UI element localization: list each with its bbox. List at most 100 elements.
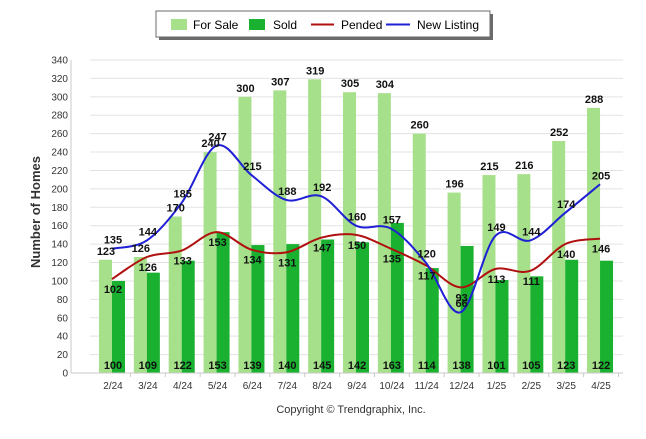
label-for-sale: 123: [97, 246, 115, 258]
y-tick-label: 300: [51, 92, 68, 103]
bar-sold: [495, 280, 509, 373]
label-for-sale: 240: [201, 138, 219, 150]
x-tick-label: 7/24: [278, 381, 298, 392]
label-new-listing: 192: [313, 182, 331, 194]
bar-for-sale: [517, 174, 531, 373]
label-new-listing: 135: [104, 235, 122, 247]
label-new-listing: 174: [557, 199, 576, 211]
copyright-footer: Copyright © Trendgraphix, Inc.: [276, 404, 425, 416]
label-pended: 113: [488, 274, 506, 286]
label-pended: 111: [523, 276, 540, 288]
x-tick-label: 1/25: [487, 381, 507, 392]
legend-label-for-sale: For Sale: [193, 18, 239, 32]
y-tick-label: 60: [57, 313, 69, 324]
label-for-sale: 252: [550, 127, 568, 139]
x-tick-label: 3/25: [556, 381, 576, 392]
label-sold: 100: [104, 360, 122, 372]
bar-for-sale: [447, 192, 461, 373]
label-for-sale: 300: [236, 83, 254, 95]
label-pended: 135: [383, 254, 401, 266]
data-labels: 123 100 102 135 126 109 126 144 170 122 133 185 240 1…: [97, 65, 610, 372]
label-pended: 131: [278, 257, 296, 269]
y-tick-label: 100: [51, 276, 68, 287]
x-tick-label: 8/24: [312, 381, 332, 392]
y-tick-label: 260: [51, 129, 68, 140]
label-pended: 147: [313, 243, 331, 255]
x-tick-label: 9/24: [347, 381, 367, 392]
label-new-listing: 120: [418, 249, 436, 261]
label-for-sale: 196: [445, 179, 463, 191]
bar-sold: [112, 280, 125, 373]
bar-sold: [390, 222, 404, 373]
bar-for-sale: [552, 141, 566, 373]
legend: For Sale Sold Pended New Listing: [155, 10, 493, 40]
x-tick-label: 10/24: [379, 381, 404, 392]
label-sold: 140: [278, 360, 296, 372]
bar-sold: [460, 245, 474, 373]
legend-box: [155, 10, 491, 38]
label-for-sale: 170: [167, 203, 185, 215]
legend-swatch-for-sale: [171, 19, 187, 30]
bar-sold: [600, 260, 614, 373]
label-sold: 105: [522, 360, 540, 372]
legend-label-pended: Pended: [341, 18, 382, 32]
label-new-listing: 185: [174, 189, 192, 201]
bar-sold: [425, 268, 439, 373]
bar-for-sale: [168, 216, 182, 373]
bar-for-sale: [238, 96, 252, 373]
y-tick-label: 200: [51, 184, 68, 195]
y-axis-title: Number of Homes: [28, 156, 43, 268]
label-sold: 153: [208, 360, 226, 372]
y-tick-label: 140: [51, 240, 68, 251]
bar-for-sale: [482, 175, 496, 373]
label-sold: 109: [139, 360, 157, 372]
bar-sold: [146, 272, 160, 373]
x-tick-label: 4/24: [173, 381, 193, 392]
label-pended: 102: [104, 284, 122, 296]
label-new-listing: 157: [383, 214, 401, 226]
bar-sold: [251, 245, 265, 373]
label-pended: 93: [455, 292, 467, 304]
x-tick-label: 6/24: [243, 381, 263, 392]
label-new-listing: 144: [522, 226, 541, 238]
y-tick-label: 160: [51, 221, 68, 232]
label-pended: 126: [139, 262, 157, 274]
label-pended: 153: [208, 237, 226, 249]
x-tick-label: 11/24: [415, 381, 440, 392]
y-tick-label: 40: [57, 332, 69, 343]
label-new-listing: 66: [455, 298, 467, 310]
label-for-sale: 305: [341, 78, 359, 90]
label-sold: 145: [313, 360, 331, 372]
bar-sold: [565, 259, 579, 373]
label-for-sale: 216: [515, 160, 533, 172]
y-tick-label: 20: [57, 350, 69, 361]
x-tick-label: 5/24: [208, 381, 228, 392]
legend-label-new-listing: New Listing: [417, 18, 479, 32]
x-tick-label: 12/24: [449, 381, 474, 392]
bar-for-sale: [587, 107, 601, 373]
label-pended: 146: [592, 244, 610, 256]
bar-for-sale: [99, 259, 112, 373]
bar-for-sale: [133, 257, 147, 373]
y-tick-label: 280: [51, 111, 68, 122]
legend-swatch-sold: [249, 19, 265, 30]
label-sold: 163: [383, 360, 401, 372]
y-tick-label: 320: [51, 74, 68, 85]
x-tick-label: 2/24: [103, 381, 123, 392]
label-sold: 122: [174, 360, 192, 372]
bar-for-sale: [308, 79, 322, 374]
label-new-listing: 160: [348, 212, 366, 224]
bar-sold: [181, 260, 195, 373]
x-tick-label: 3/24: [138, 381, 158, 392]
bars: [99, 79, 614, 374]
label-new-listing: 205: [592, 170, 610, 182]
x-tick-label: 2/25: [522, 381, 542, 392]
label-pended: 134: [243, 255, 262, 267]
label-new-listing: 247: [208, 132, 226, 144]
y-tick-label: 0: [62, 369, 68, 380]
line-new-listing: [111, 144, 601, 314]
bar-sold: [286, 244, 300, 373]
bar-sold: [216, 232, 230, 373]
bar-for-sale: [273, 90, 287, 374]
